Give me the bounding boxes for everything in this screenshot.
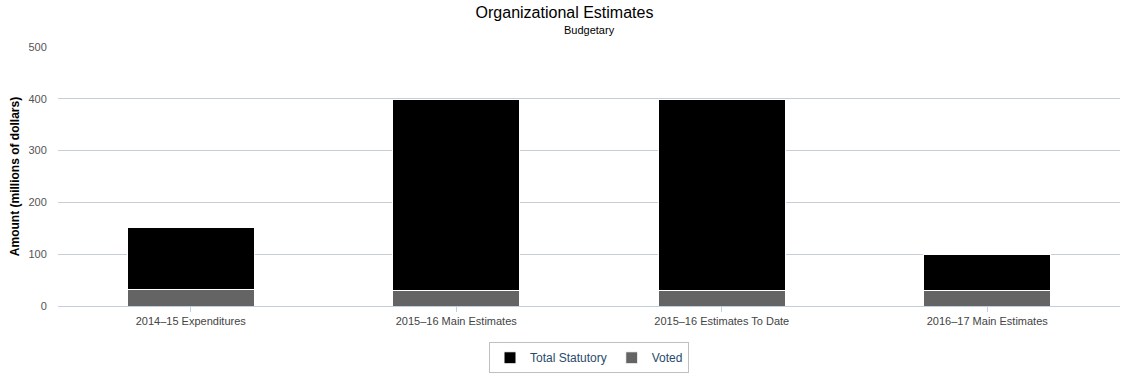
svg-text:Budgetary: Budgetary [564,24,615,36]
svg-text:200: 200 [28,196,46,208]
svg-text:Voted: Voted [652,351,683,365]
svg-text:2015–16 Main Estimates: 2015–16 Main Estimates [396,315,518,327]
svg-text:500: 500 [28,41,46,53]
svg-text:300: 300 [28,144,46,156]
svg-text:0: 0 [41,300,47,312]
svg-text:2016–17 Main Estimates: 2016–17 Main Estimates [927,315,1049,327]
svg-text:2014–15 Expenditures: 2014–15 Expenditures [136,315,247,327]
svg-text:400: 400 [28,93,46,105]
svg-text:2015–16 Estimates To Date: 2015–16 Estimates To Date [654,315,789,327]
svg-text:Amount (millions of dollars): Amount (millions of dollars) [8,97,22,256]
svg-text:Total Statutory: Total Statutory [530,351,607,365]
svg-text:100: 100 [28,248,46,260]
svg-text:Organizational Estimates: Organizational Estimates [476,4,654,21]
